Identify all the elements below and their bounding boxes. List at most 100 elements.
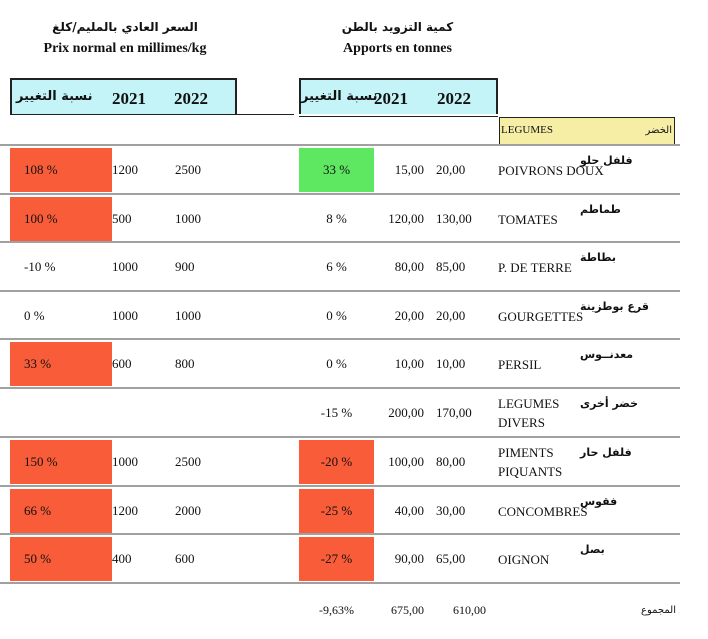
price-2021: 500: [112, 211, 132, 226]
price-section-title: السعر العادي بالمليم/كلغ Prix normal en …: [20, 16, 230, 60]
supply-2021: 200,00: [388, 405, 424, 420]
price-2022: 800: [175, 356, 195, 371]
supply-2021: 120,00: [388, 211, 424, 226]
vegetable-name-fr: PERSIL: [498, 356, 542, 372]
supply-2021: 100,00: [388, 454, 424, 469]
price-2022: 900: [175, 259, 195, 274]
price-2022: 1000: [175, 211, 201, 226]
price-2022: [175, 389, 225, 437]
total-supply-2021: 675,00: [391, 602, 424, 617]
row-divider: [0, 533, 680, 535]
supply-2021-header: 2021: [374, 89, 408, 108]
table-row: 108 % 1200 2500 33 % 15,00 20,00 POIVRONS DOUX…: [0, 146, 680, 194]
row-divider: [0, 436, 680, 438]
price-title-fr: Prix normal en millimes/kg: [43, 41, 207, 56]
vegetable-name-ar: معدنــوس: [580, 348, 634, 361]
row-divider: [0, 290, 680, 292]
price-change: -10 %: [24, 259, 56, 274]
price-change: 150 %: [10, 440, 112, 484]
price-change: [10, 389, 112, 437]
table-row: 100 % 500 1000 8 % 120,00 130,00 TOMATES طماطم: [0, 195, 680, 243]
price-2022: 2500: [175, 454, 201, 469]
supply-column-header: نسبة التغيير 2021 2022: [299, 78, 498, 114]
row-divider: [0, 144, 680, 146]
supply-2021: 15,00: [394, 162, 424, 177]
vegetable-name-fr: LEGUMES DIVERS: [498, 396, 560, 430]
vegetable-name-fr: GOURGETTES: [498, 308, 584, 324]
supply-change: -27 %: [299, 537, 374, 581]
supply-change: 6 %: [326, 259, 347, 274]
legend-ar: الخضر: [645, 125, 672, 136]
vegetable-name-fr: CONCOMBRES: [498, 503, 588, 519]
supply-change: 0 %: [326, 308, 347, 323]
row-divider: [0, 241, 680, 243]
total-supply-change: -9,63%: [319, 602, 354, 617]
supply-2021: 20,00: [394, 308, 424, 323]
table-row: 0 % 1000 1000 0 % 20,00 20,00 GOURGETTES قرع بو…: [0, 292, 680, 340]
vegetable-name-ar: فلفل حلو: [580, 154, 633, 167]
price-2021: 1000: [112, 454, 138, 469]
supply-2022: 85,00: [436, 259, 466, 274]
price-2022: 2500: [175, 162, 201, 177]
supply-change: -15 %: [320, 405, 353, 420]
row-divider: [0, 338, 680, 340]
supply-2022: 170,00: [436, 405, 472, 420]
supply-change: -25 %: [299, 489, 374, 533]
price-2022: 1000: [175, 308, 201, 323]
divider: [299, 116, 498, 117]
supply-change-header: نسبة التغيير: [301, 89, 378, 104]
price-2021-header: 2021: [112, 89, 146, 108]
legend-fr: LEGUMES: [501, 124, 553, 136]
vegetable-name-ar: فقوس: [580, 495, 618, 508]
vegetable-name-ar: بطاطة: [580, 251, 617, 264]
table-row: 33 % 600 800 0 % 10,00 10,00 PERSIL معدنــوس: [0, 340, 680, 388]
vegetable-name-fr: OIGNON: [498, 551, 550, 567]
price-2021: 600: [112, 356, 132, 371]
supply-change: 8 %: [326, 211, 347, 226]
supply-2022: 20,00: [436, 162, 466, 177]
price-2021: [112, 389, 162, 437]
supply-title-fr: Apports en tonnes: [343, 41, 452, 56]
supply-2021: 10,00: [394, 356, 424, 371]
price-2021: 1000: [112, 308, 138, 323]
table-row: 150 % 1000 2500 -20 % 100,00 80,00 PIMENTS PIQ…: [0, 438, 680, 486]
price-2022-header: 2022: [174, 89, 208, 108]
price-change-header: نسبة التغيير: [16, 89, 93, 104]
price-2021: 1200: [112, 503, 138, 518]
supply-2022: 20,00: [436, 308, 466, 323]
price-change: 50 %: [10, 537, 112, 581]
vegetable-name-ar: طماطم: [580, 203, 621, 216]
supply-section-title: كمية التزويد بالطن Apports en tonnes: [290, 16, 505, 60]
vegetable-name-ar: فلفل حار: [580, 446, 632, 459]
row-divider: [0, 387, 680, 389]
price-change: 0 %: [24, 308, 45, 323]
vegetable-name-ar: خضر أخرى: [580, 397, 639, 410]
price-change: 33 %: [10, 342, 112, 386]
supply-2021: 90,00: [394, 551, 424, 566]
vegetable-name-fr: TOMATES: [498, 211, 558, 227]
supply-2022: 80,00: [436, 454, 466, 469]
supply-2022: 130,00: [436, 211, 472, 226]
table-row: -10 % 1000 900 6 % 80,00 85,00 P. DE TERRE بطاط…: [0, 243, 680, 291]
supply-2022: 10,00: [436, 356, 466, 371]
supply-title-ar: كمية التزويد بالطن: [341, 20, 454, 34]
price-column-header: نسبة التغيير 2021 2022: [10, 78, 237, 114]
table-row: -15 % 200,00 170,00 LEGUMES DIVERS خضر أخرى: [0, 389, 680, 437]
supply-2022: 65,00: [436, 551, 466, 566]
row-divider: [0, 485, 680, 487]
total-row: -9,63% 675,00 610,00 المجموع: [0, 586, 680, 634]
row-divider: [0, 193, 680, 195]
supply-2022-header: 2022: [437, 89, 471, 108]
price-2022: 600: [175, 551, 195, 566]
supply-2021: 80,00: [394, 259, 424, 274]
total-label: المجموع: [641, 604, 676, 616]
vegetable-name-ar: بصل: [580, 543, 605, 556]
vegetable-name-ar: قرع بوطزينة: [580, 300, 649, 313]
vegetable-name-fr: P. DE TERRE: [498, 259, 572, 275]
table-row: 50 % 400 600 -27 % 90,00 65,00 OIGNON بصل: [0, 535, 680, 583]
table-row: 66 % 1200 2000 -25 % 40,00 30,00 CONCOMBRES فقو…: [0, 487, 680, 535]
price-2021: 400: [112, 551, 132, 566]
price-change: 108 %: [10, 148, 112, 192]
vegetable-name-fr: POIVRONS DOUX: [498, 162, 604, 178]
